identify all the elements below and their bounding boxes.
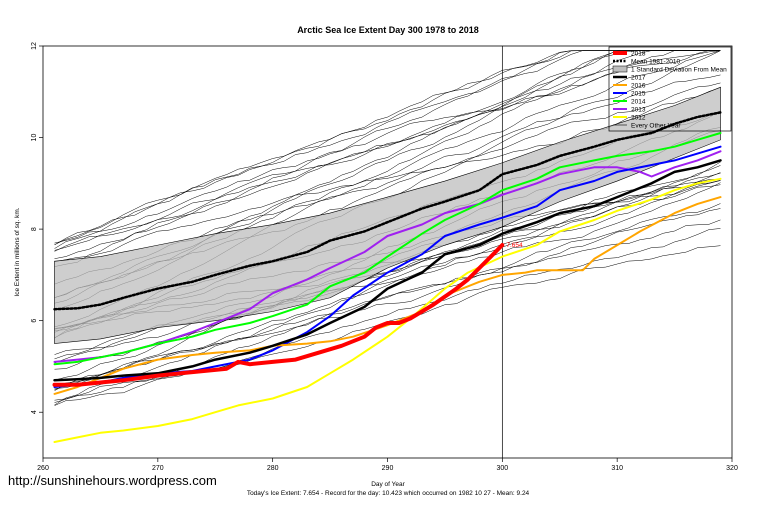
x-tick-label: 320 [726,465,738,472]
series-line-2018 [52,243,505,387]
legend-label: 2013 [631,106,646,113]
chart-title: Arctic Sea Ice Extent Day 300 1978 to 20… [297,25,479,35]
legend-swatch [612,65,628,73]
every-other-year-line [54,50,721,245]
every-other-year-line [54,208,721,389]
y-axis-label: Ice Extent in millions of sq. km. [14,207,21,296]
series-line-2012 [53,177,722,443]
series-line-2014 [53,132,722,366]
y-tick-label: 8 [31,227,38,231]
y-axis: 4 6 8 10 12 [31,42,43,414]
y-tick-label: 4 [31,410,38,414]
legend-label: 2018 [631,50,646,57]
y-tick-label: 10 [31,134,38,142]
footer-stats: Today's Ice Extent: 7.654 - Record for t… [247,490,530,497]
plot-content [52,46,722,458]
x-tick-label: 300 [496,465,508,472]
every-other-year-line [54,219,721,386]
legend-label: 2015 [631,90,646,97]
legend-label: 2017 [631,74,646,81]
legend-label: 1 Standard Deviation From Mean [631,66,727,73]
plot-area [52,46,722,458]
legend-label: 2014 [631,98,646,105]
every-other-year-line [54,172,721,406]
legend-label: Mean 1981-2010 [631,58,681,65]
legend-label: Every Other Year [631,122,681,129]
x-tick-label: 310 [611,465,623,472]
x-axis-label: Day of Year [371,481,405,488]
std-dev-band [54,86,721,344]
source-url[interactable]: http://sunshinehours.wordpress.com [8,473,217,488]
x-tick-label: 270 [152,465,164,472]
y-tick-label: 6 [31,319,38,323]
every-other-year-line [54,74,721,263]
every-other-year-line [54,50,721,252]
series-line-mean-1981-2010 [53,111,722,311]
every-other-year-line [54,50,721,267]
legend-label: 2016 [631,82,646,89]
every-other-year-line [54,50,721,244]
series-line-2017 [53,159,722,382]
x-axis: 260 270 280 290 300 310 320 [37,458,738,472]
every-other-year-line [54,228,721,403]
x-tick-label: 280 [267,465,279,472]
every-other-year-line [54,182,721,391]
x-tick-label: 260 [37,465,49,472]
x-tick-label: 290 [382,465,394,472]
y-tick-label: 12 [31,42,38,50]
annotation-current-value: 7.654 [506,242,523,249]
legend-box [608,46,732,132]
legend-label: 2012 [631,114,646,121]
